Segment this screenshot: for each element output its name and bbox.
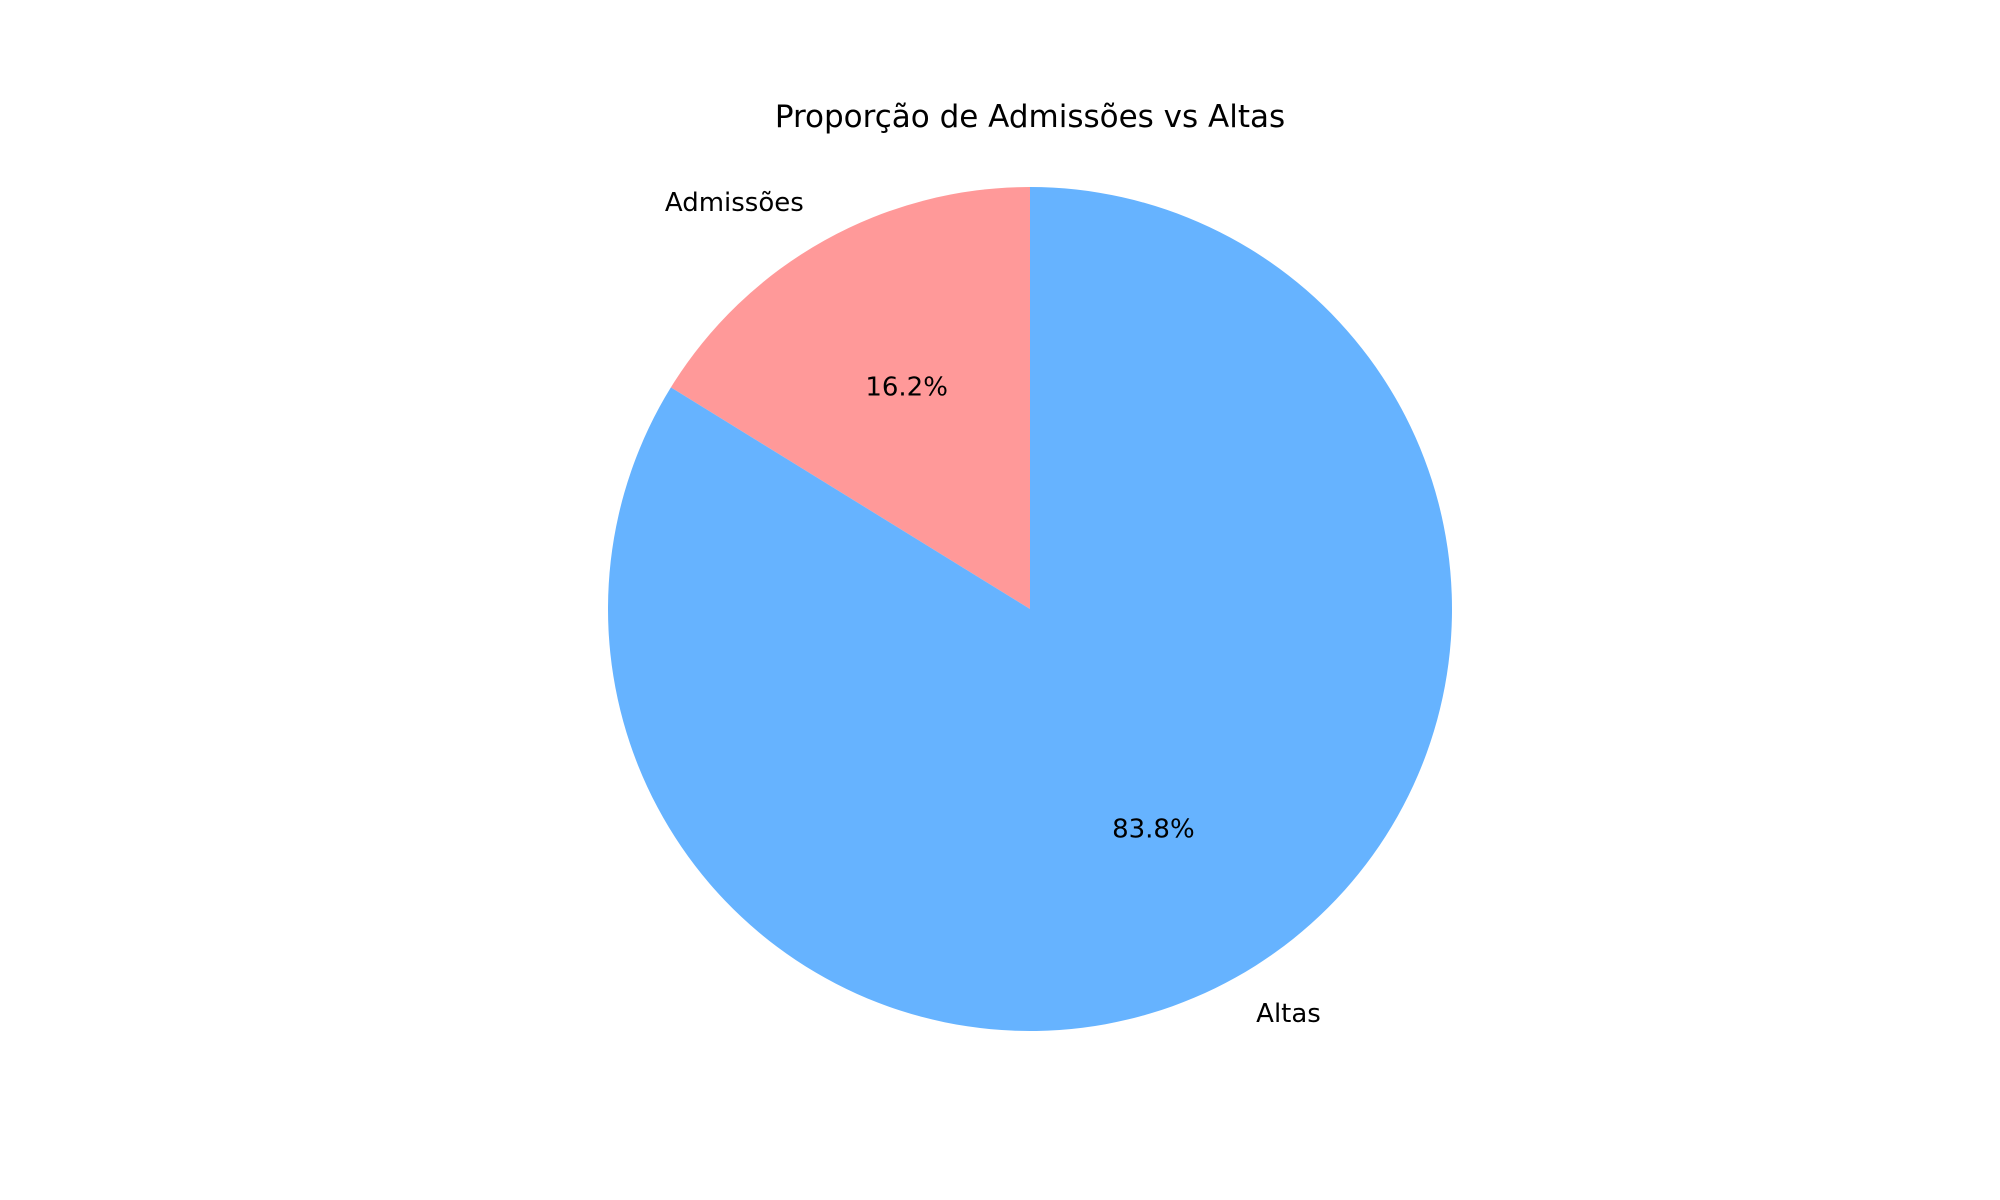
pie-slices [608,187,1452,1032]
slice-percent-altas: 83.8% [1112,815,1195,845]
slice-label-admissoes: Admissões [665,188,804,218]
slice-percent-admissoes: 16.2% [865,372,948,402]
pie-slice-admissoes [670,187,1030,609]
pie-slice-altas [608,187,1452,1032]
slice-label-altas: Altas [1256,999,1321,1029]
chart-title: Proporção de Admissões vs Altas [775,99,1285,135]
pie-labels: Admissões 16.2% Altas 83.8% [665,188,1321,1029]
